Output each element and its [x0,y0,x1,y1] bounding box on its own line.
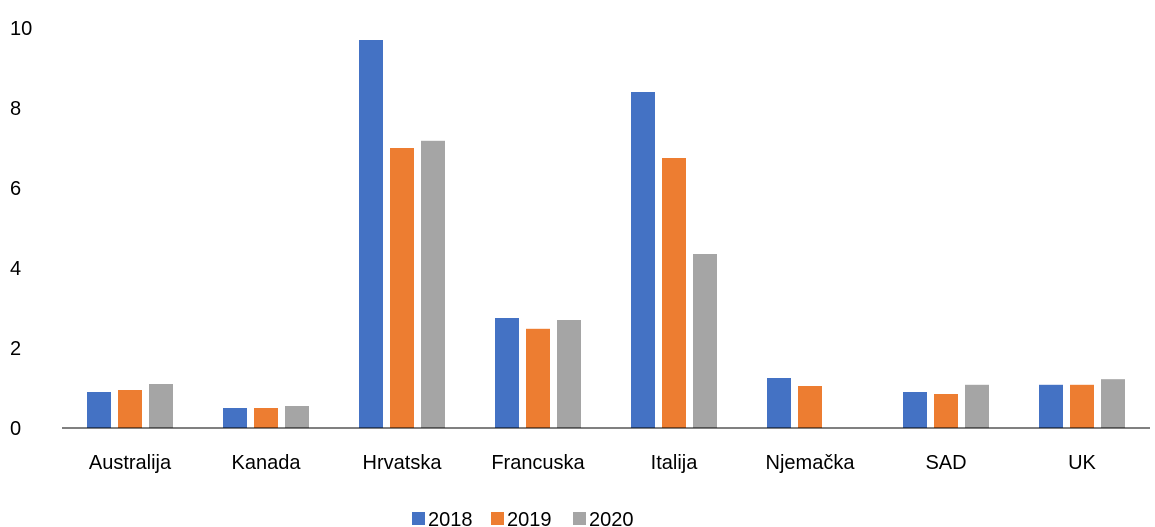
bar-2019-uk [1070,384,1094,428]
y-tick-label: 8 [10,98,21,120]
y-tick-label: 6 [10,178,21,200]
bar-2020-kanada [285,406,309,428]
bar-2018-kanada [223,408,247,428]
bar-2018-australija [87,392,111,428]
bar-2018-italija [631,92,655,428]
legend-swatch-2020 [573,512,586,525]
y-axis-ticks: 0 2 4 6 8 10 [10,18,32,440]
bar-2019-njemačka [798,386,822,428]
x-axis-labels: Australija Kanada Hrvatska Francuska Italija… [89,452,1097,474]
bar-2018-hrvatska [359,40,383,428]
x-category-label: Kanada [232,452,302,474]
bar-2019-kanada [254,408,278,428]
bar-2019-australija [118,390,142,428]
y-tick-label: 2 [10,338,21,360]
legend-swatch-2018 [412,512,425,525]
legend-swatch-2019 [491,512,504,525]
bar-2020-italija [693,254,717,428]
bar-2020-hrvatska [421,140,445,429]
bar-2019-italija [662,158,686,428]
bar-2019-francuska [526,328,550,428]
y-tick-label: 10 [10,18,32,40]
legend: 2018 2019 2020 [412,509,634,527]
y-tick-label: 4 [10,258,21,280]
bar-2019-sad [934,394,958,428]
bar-2018-sad [903,392,927,428]
x-category-label: Italija [651,452,699,474]
x-category-label: Francuska [491,452,585,474]
legend-label: 2019 [507,509,552,527]
x-category-label: SAD [925,452,966,474]
legend-label: 2020 [589,509,634,527]
bar-2020-francuska [557,320,581,428]
bar-2020-sad [965,384,989,428]
bars [87,40,1125,429]
legend-label: 2018 [428,509,473,527]
bar-2018-uk [1039,384,1063,428]
bar-2020-uk [1101,379,1125,428]
bar-2018-njemačka [767,378,791,428]
x-category-label: Hrvatska [363,452,443,474]
x-category-label: Australija [89,452,172,474]
bar-2019-hrvatska [390,148,414,428]
y-tick-label: 0 [10,418,21,440]
bar-2020-australija [149,384,173,428]
bar-2018-francuska [495,318,519,428]
x-category-label: UK [1068,452,1096,474]
x-category-label: Njemačka [766,452,856,474]
